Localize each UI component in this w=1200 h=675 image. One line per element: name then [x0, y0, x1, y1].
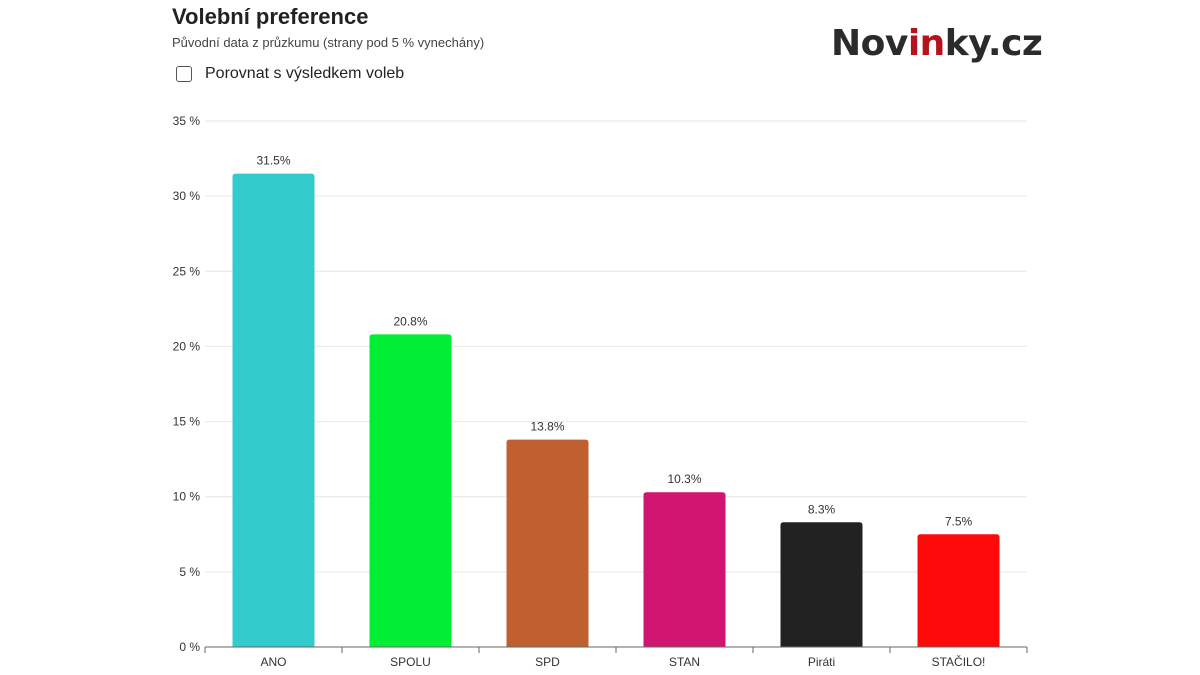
x-category-label: ANO	[260, 655, 286, 669]
y-tick-label: 20 %	[173, 339, 201, 353]
x-category-label: STAČILO!	[932, 654, 986, 669]
data-label: 20.8%	[393, 314, 427, 328]
y-tick-label: 35 %	[173, 114, 201, 128]
compare-label[interactable]: Porovnat s výsledkem voleb	[205, 65, 405, 82]
bar-ano[interactable]	[232, 173, 315, 647]
novinky-logo[interactable]: Novinky.cz	[831, 23, 1043, 64]
data-label: 10.3%	[667, 472, 701, 486]
chart-title: Volební preference	[172, 4, 369, 29]
y-tick-label: 15 %	[173, 415, 201, 429]
y-axis-ticks: 0 % 5 % 10 % 15 % 20 % 25 % 30 % 35 %	[173, 114, 201, 654]
y-tick-label: 10 %	[173, 490, 201, 504]
data-label: 8.3%	[808, 502, 836, 516]
x-category-label: STAN	[669, 655, 700, 669]
logo-part-2: in	[907, 23, 945, 64]
compare-checkbox[interactable]	[176, 66, 192, 82]
logo-part-3: ky.cz	[944, 23, 1043, 64]
bars	[232, 173, 1000, 647]
bar-spolu[interactable]	[369, 334, 452, 647]
x-category-label: Piráti	[808, 655, 835, 669]
y-tick-label: 30 %	[173, 189, 201, 203]
data-label: 13.8%	[530, 420, 564, 434]
logo-part-1: Nov	[831, 23, 908, 64]
data-label: 31.5%	[256, 154, 290, 168]
y-tick-label: 5 %	[179, 565, 200, 579]
bar-spd[interactable]	[506, 439, 589, 647]
bar-sta-ilo[interactable]	[917, 534, 1000, 647]
compare-toggle[interactable]: Porovnat s výsledkem voleb	[176, 65, 404, 83]
data-labels: 31.5% 20.8% 13.8% 10.3% 8.3% 7.5%	[256, 154, 972, 529]
x-category-label: SPD	[535, 655, 560, 669]
x-axis: ANO SPOLU SPD STAN Piráti STAČILO!	[204, 646, 1028, 669]
y-tick-label: 25 %	[173, 264, 201, 278]
grid-lines	[205, 120, 1027, 573]
chart-subtitle: Původní data z průzkumu (strany pod 5 % …	[172, 35, 485, 50]
x-category-label: SPOLU	[390, 655, 431, 669]
data-label: 7.5%	[945, 514, 973, 528]
bar-stan[interactable]	[643, 492, 726, 647]
bar-pir-ti[interactable]	[780, 522, 863, 647]
y-tick-label: 0 %	[179, 640, 200, 654]
